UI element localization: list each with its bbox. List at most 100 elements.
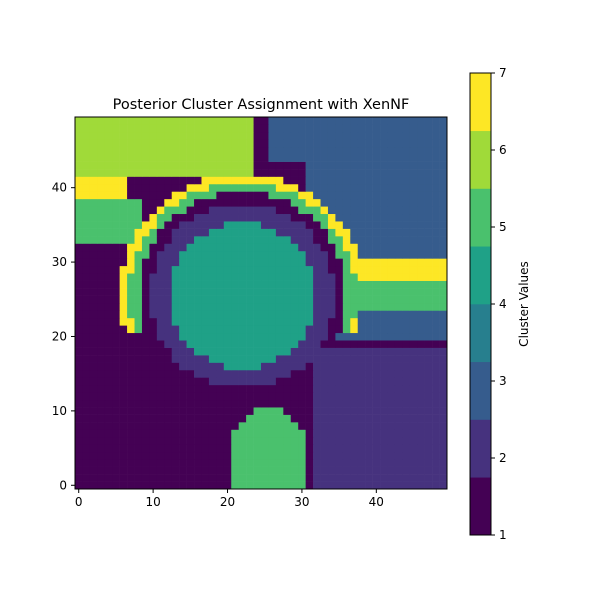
heatmap-cell [253, 362, 262, 371]
heatmap-cell [97, 213, 106, 222]
heatmap-cell [402, 295, 411, 304]
heatmap-cell [402, 176, 411, 185]
heatmap-cell [97, 191, 106, 200]
heatmap-cell [201, 161, 210, 170]
heatmap-cell [357, 384, 366, 393]
heatmap-cell [82, 481, 91, 490]
heatmap-cell [424, 444, 433, 453]
heatmap-cell [290, 340, 299, 348]
heatmap-cell [238, 481, 247, 490]
heatmap-cell [194, 481, 202, 490]
heatmap-cell [179, 131, 187, 140]
heatmap-cell [417, 340, 425, 348]
heatmap-cell [320, 236, 329, 244]
heatmap-cell [127, 280, 135, 289]
heatmap-cell [112, 355, 120, 363]
heatmap-cell [75, 161, 83, 170]
heatmap-cell [238, 332, 247, 341]
heatmap-cell [149, 310, 158, 319]
heatmap-cell [439, 280, 448, 289]
heatmap-cell [261, 317, 269, 326]
heatmap-cell [119, 221, 128, 229]
heatmap-cell [298, 273, 306, 281]
heatmap-cell [164, 228, 173, 237]
heatmap-cell [246, 280, 254, 289]
heatmap-cell [424, 161, 433, 170]
heatmap-cell [149, 436, 158, 445]
heatmap-cell [194, 131, 202, 140]
heatmap-cell [134, 206, 143, 215]
heatmap-cell [432, 414, 440, 423]
heatmap-cell [268, 347, 277, 356]
heatmap-cell [134, 139, 143, 148]
heatmap-cell [402, 154, 411, 162]
heatmap-cell [186, 206, 195, 215]
heatmap-cell [171, 273, 180, 281]
heatmap-cell [327, 317, 336, 326]
heatmap-cell [335, 213, 344, 222]
heatmap-cell [357, 303, 366, 311]
heatmap-cell [327, 124, 336, 133]
heatmap-cell [141, 347, 150, 356]
heatmap-cell [394, 444, 403, 453]
heatmap-cell [156, 198, 165, 207]
heatmap-cell [119, 154, 128, 162]
heatmap-cell [156, 317, 165, 326]
heatmap-cell [104, 392, 113, 401]
heatmap-cell [112, 369, 120, 378]
heatmap-cell [342, 474, 351, 482]
heatmap-cell [305, 295, 314, 304]
heatmap-cell [149, 206, 158, 215]
heatmap-cell [305, 198, 314, 207]
heatmap-cell [194, 377, 202, 386]
heatmap-cell [320, 176, 329, 185]
heatmap-cell [320, 481, 329, 490]
heatmap-cell [417, 436, 425, 445]
heatmap-cell [164, 399, 173, 408]
heatmap-cell [327, 176, 336, 185]
heatmap-cell [305, 325, 314, 334]
heatmap-cell [253, 236, 262, 244]
heatmap-cell [201, 228, 210, 237]
heatmap-cell [409, 444, 418, 453]
heatmap-cell [231, 258, 239, 267]
heatmap-cell [134, 369, 143, 378]
heatmap-cell [283, 481, 292, 490]
heatmap-cell [424, 228, 433, 237]
heatmap-cell [372, 325, 381, 334]
heatmap-cell [156, 288, 165, 296]
heatmap-cell [127, 407, 135, 415]
heatmap-cell [380, 459, 388, 467]
heatmap-cell [246, 377, 254, 386]
heatmap-cell [335, 131, 344, 140]
heatmap-cell [246, 347, 254, 356]
heatmap-cell [141, 176, 150, 185]
heatmap-cell [82, 161, 91, 170]
heatmap-cell [380, 191, 388, 200]
heatmap-cell [82, 384, 91, 393]
heatmap-cell [156, 169, 165, 177]
heatmap-cell [313, 466, 321, 475]
heatmap-cell [380, 198, 388, 207]
heatmap-cell [119, 288, 128, 296]
heatmap-cell [372, 206, 381, 215]
heatmap-cell [75, 340, 83, 348]
heatmap-cell [409, 459, 418, 467]
heatmap-cell [320, 183, 329, 192]
heatmap-cell [89, 250, 98, 259]
heatmap-cell [231, 265, 239, 274]
heatmap-cell [208, 221, 217, 229]
heatmap-cell [402, 250, 411, 259]
heatmap-cell [149, 117, 158, 125]
heatmap-cell [186, 414, 195, 423]
heatmap-cell [432, 191, 440, 200]
heatmap-cell [246, 191, 254, 200]
heatmap-cell [424, 265, 433, 274]
heatmap-cell [253, 377, 262, 386]
heatmap-cell [223, 459, 232, 467]
heatmap-cell [253, 481, 262, 490]
heatmap-cell [141, 161, 150, 170]
heatmap-cell [402, 362, 411, 371]
heatmap-cell [424, 117, 433, 125]
heatmap-cell [171, 362, 180, 371]
